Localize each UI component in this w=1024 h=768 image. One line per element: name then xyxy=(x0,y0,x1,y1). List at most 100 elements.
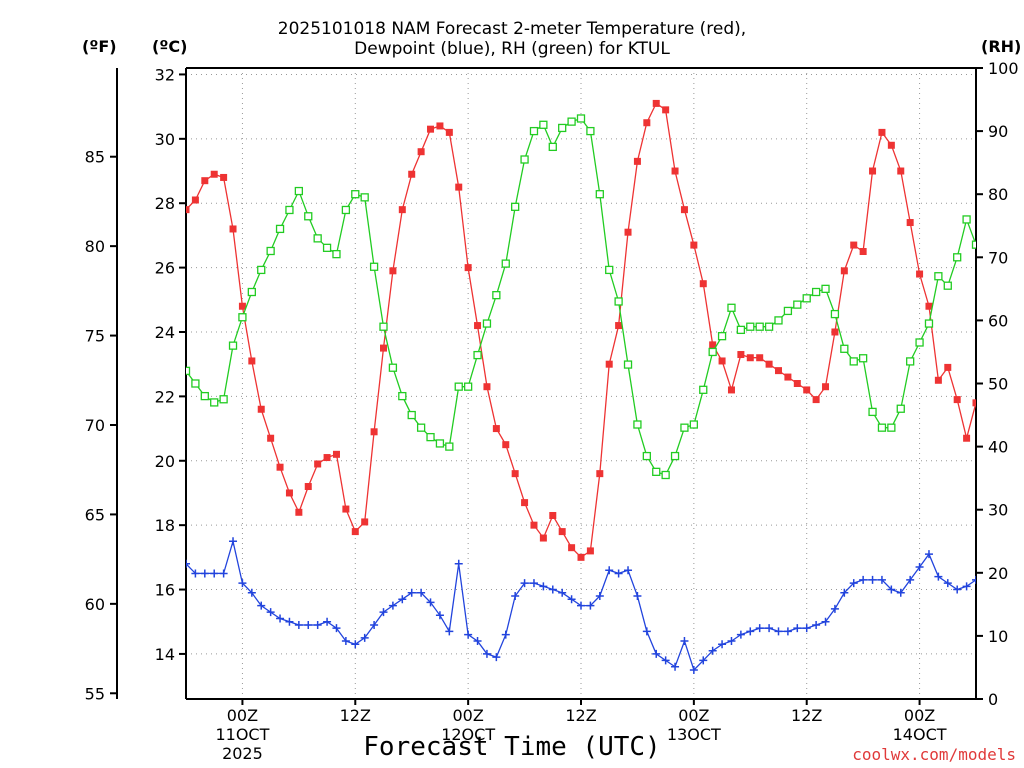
celsius-tick-label: 14 xyxy=(155,645,175,664)
rh-tick-label: 70 xyxy=(988,248,1008,267)
rh-point xyxy=(285,205,294,215)
x-tick-label: 00Z xyxy=(904,706,935,725)
rh-point xyxy=(228,341,238,350)
temperature-point xyxy=(850,241,858,249)
dewpoint-point xyxy=(642,627,651,636)
dewpoint-point xyxy=(906,575,915,584)
temperature-point xyxy=(765,360,773,368)
dewpoint-point xyxy=(435,611,444,620)
dewpoint-point xyxy=(548,585,557,594)
x-tick-date-label: 12OCT xyxy=(441,725,495,744)
rh-tick-label: 40 xyxy=(988,438,1008,457)
fahrenheit-tick-label: 65 xyxy=(85,505,105,524)
rh-point xyxy=(605,265,614,275)
x-tick-label: 12Z xyxy=(565,706,596,725)
dewpoint-point xyxy=(558,588,567,597)
rh-point xyxy=(717,332,727,341)
celsius-tick-label: 26 xyxy=(155,259,175,278)
series-dewpoint xyxy=(186,537,976,675)
rh-tick-label: 100 xyxy=(988,59,1019,78)
temperature-point xyxy=(558,528,566,536)
rh-point xyxy=(661,470,670,480)
dewpoint-point xyxy=(464,630,473,639)
temperature-point xyxy=(380,344,387,352)
temperature-point xyxy=(737,351,745,359)
series-2-meter-temperature xyxy=(186,99,976,561)
rh-point xyxy=(868,407,877,417)
rh-point xyxy=(736,325,746,335)
rh-point xyxy=(642,451,651,461)
temperature-point xyxy=(304,483,312,491)
temperature-point xyxy=(238,302,246,310)
x-tick-date-label: 14OCT xyxy=(893,725,947,744)
rh-point xyxy=(294,186,304,196)
temperature-point xyxy=(342,505,350,513)
rh-point xyxy=(877,423,887,432)
dewpoint-point xyxy=(755,624,764,633)
fahrenheit-unit-label: (ºF) xyxy=(82,37,117,56)
fahrenheit-tick-label: 55 xyxy=(85,684,105,703)
dewpoint-point xyxy=(689,666,698,675)
dewpoint-point xyxy=(849,579,858,588)
temperature-point xyxy=(285,489,293,497)
dewpoint-point xyxy=(520,579,529,588)
temperature-point xyxy=(492,425,500,433)
rh-point xyxy=(379,322,388,331)
rh-point xyxy=(416,423,426,432)
dewpoint-point xyxy=(708,646,717,655)
dewpoint-point xyxy=(276,614,285,623)
temperature-point xyxy=(756,354,764,362)
dewpoint-point xyxy=(868,575,877,584)
rh-point xyxy=(680,423,689,432)
celsius-unit-label: (ºC) xyxy=(152,37,188,56)
temperature-point xyxy=(859,248,867,256)
rh-point xyxy=(727,303,736,312)
rh-point xyxy=(369,262,379,271)
rh-point xyxy=(463,382,473,391)
rh-point xyxy=(887,423,896,432)
dewpoint-point xyxy=(736,630,745,639)
dewpoint-point xyxy=(614,569,623,578)
temperature-point xyxy=(812,396,820,404)
series-relative-humidity xyxy=(186,114,976,480)
temperature-point xyxy=(906,219,914,227)
dewpoint-point xyxy=(186,559,190,568)
temperature-point xyxy=(633,157,641,165)
temperature-point xyxy=(257,405,265,413)
rh-point xyxy=(454,382,463,391)
rh-point xyxy=(915,338,924,347)
temperature-point xyxy=(662,106,670,114)
rh-point xyxy=(924,319,934,328)
temperature-point xyxy=(963,434,971,442)
rh-tick-label: 80 xyxy=(988,185,1008,204)
temperature-point xyxy=(605,360,613,368)
rh-point xyxy=(388,363,398,372)
temperature-point xyxy=(775,367,782,375)
dewpoint-point xyxy=(671,662,680,671)
dewpoint-point xyxy=(812,620,821,629)
dewpoint-point xyxy=(257,601,266,610)
temperature-point xyxy=(972,399,976,407)
celsius-tick-label: 16 xyxy=(155,581,175,600)
dewpoint-point xyxy=(285,617,294,626)
dewpoint-point xyxy=(924,550,933,559)
temperature-point xyxy=(370,428,378,436)
rh-point xyxy=(511,202,520,211)
dewpoint-point xyxy=(454,559,463,568)
rh-point xyxy=(849,357,858,366)
rh-point xyxy=(266,246,275,256)
temperature-point xyxy=(822,383,830,391)
dewpoint-point xyxy=(304,620,313,629)
rh-point xyxy=(943,281,952,290)
temperature-point xyxy=(869,167,877,175)
rh-point xyxy=(186,366,191,376)
rh-unit-label: (RH) xyxy=(981,37,1022,56)
dewpoint-point xyxy=(699,656,708,665)
rh-point xyxy=(435,439,445,448)
dewpoint-point xyxy=(934,572,943,581)
temperature-point xyxy=(389,267,397,275)
temperature-point xyxy=(186,206,190,214)
dewpoint-point xyxy=(266,608,275,617)
dewpoint-point xyxy=(915,563,924,572)
dewpoint-point xyxy=(191,569,200,578)
